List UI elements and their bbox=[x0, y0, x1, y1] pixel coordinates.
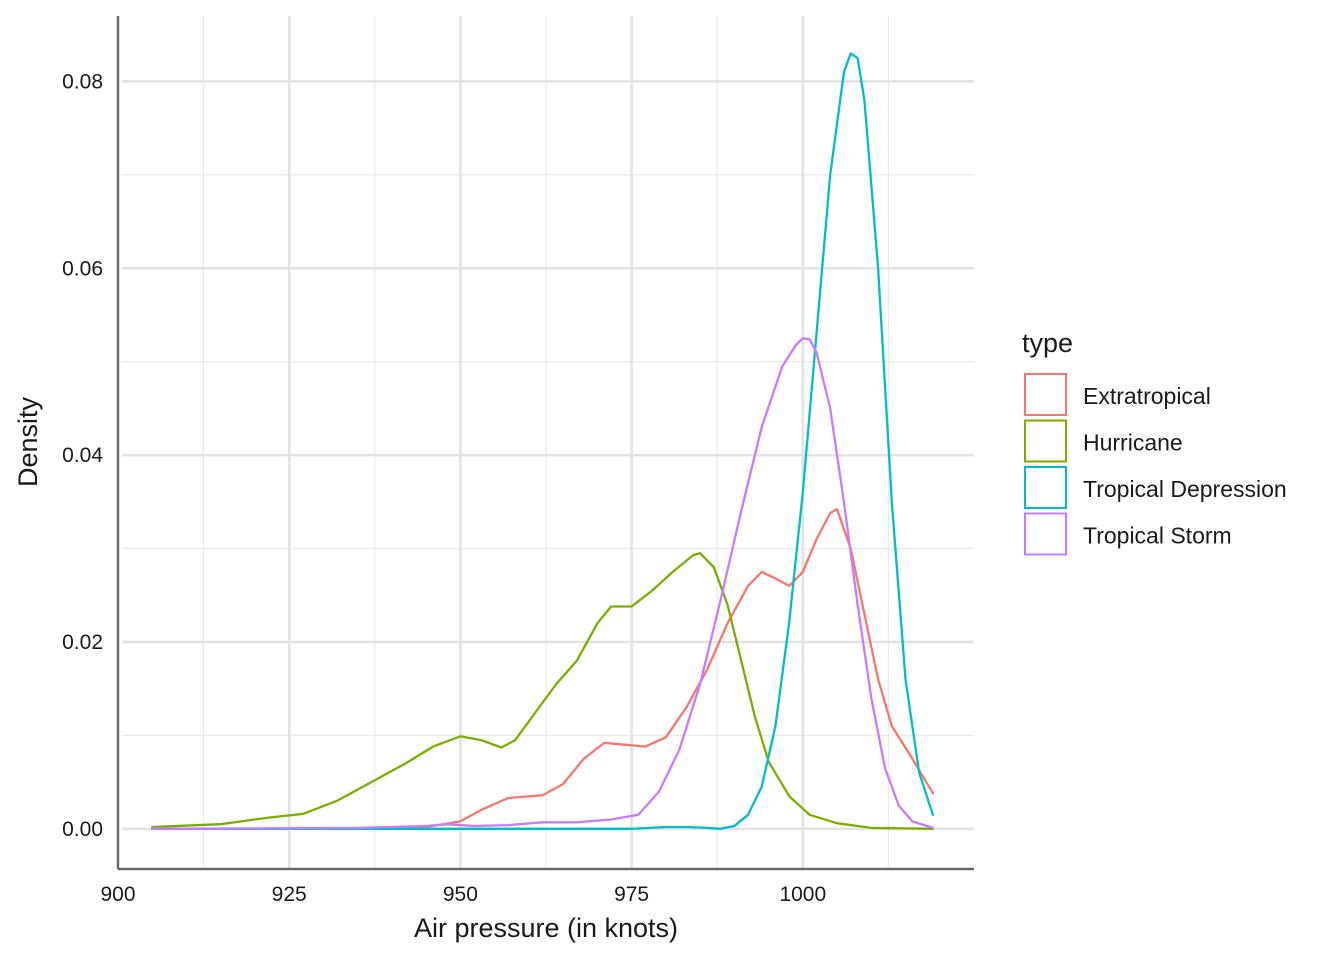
legend-key bbox=[1024, 512, 1067, 556]
y-tick-labels: 0.00 0.02 0.04 0.06 0.08 bbox=[62, 70, 103, 840]
axes bbox=[116, 16, 974, 871]
legend-label: Tropical Depression bbox=[1083, 476, 1287, 502]
legend-key bbox=[1024, 466, 1067, 509]
x-tick-label: 900 bbox=[100, 883, 135, 906]
legend-item: Extratropical bbox=[1024, 373, 1211, 416]
legend-label: Tropical Storm bbox=[1083, 523, 1232, 549]
legend-key bbox=[1024, 373, 1067, 416]
y-tick-label: 0.08 bbox=[62, 70, 103, 93]
legend-title: type bbox=[1022, 328, 1073, 358]
y-tick-label: 0.02 bbox=[62, 631, 103, 654]
legend-item: Tropical Storm bbox=[1024, 512, 1232, 556]
legend: type Extratropical Hurricane Tropical Depr… bbox=[1022, 328, 1287, 556]
legend-item: Tropical Depression bbox=[1024, 466, 1287, 509]
series-line bbox=[151, 552, 935, 830]
legend-label: Extratropical bbox=[1083, 383, 1211, 409]
legend-items: Extratropical Hurricane Tropical Depressio… bbox=[1024, 373, 1287, 556]
series-line bbox=[151, 508, 935, 830]
x-tick-labels: 900 925 950 975 1000 bbox=[100, 883, 826, 906]
series-line bbox=[151, 337, 935, 830]
x-tick-label: 975 bbox=[614, 883, 649, 906]
x-tick-label: 925 bbox=[272, 883, 307, 906]
y-tick-label: 0.04 bbox=[62, 444, 103, 467]
legend-key bbox=[1024, 419, 1067, 463]
legend-label: Hurricane bbox=[1083, 430, 1183, 456]
grid bbox=[116, 16, 974, 869]
series-line bbox=[151, 52, 935, 830]
y-axis-title: Density bbox=[13, 396, 43, 487]
series-lines bbox=[151, 52, 935, 830]
x-axis-title: Air pressure (in knots) bbox=[414, 913, 678, 943]
x-tick-label: 1000 bbox=[779, 883, 826, 906]
legend-item: Hurricane bbox=[1024, 419, 1183, 463]
x-tick-label: 950 bbox=[443, 883, 478, 906]
y-tick-label: 0.06 bbox=[62, 257, 103, 280]
y-tick-label: 0.00 bbox=[62, 818, 103, 841]
